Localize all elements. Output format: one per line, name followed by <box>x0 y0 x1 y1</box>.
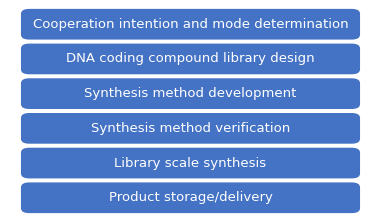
FancyBboxPatch shape <box>21 9 360 40</box>
Text: Product storage/delivery: Product storage/delivery <box>109 191 272 204</box>
Text: Library scale synthesis: Library scale synthesis <box>114 157 267 170</box>
FancyBboxPatch shape <box>21 78 360 109</box>
FancyBboxPatch shape <box>21 182 360 213</box>
Text: Synthesis method development: Synthesis method development <box>84 87 297 100</box>
FancyBboxPatch shape <box>21 148 360 178</box>
Text: Synthesis method verification: Synthesis method verification <box>91 122 290 135</box>
Text: DNA coding compound library design: DNA coding compound library design <box>66 52 315 65</box>
FancyBboxPatch shape <box>21 113 360 144</box>
FancyBboxPatch shape <box>21 44 360 74</box>
Text: Cooperation intention and mode determination: Cooperation intention and mode determina… <box>33 18 348 31</box>
